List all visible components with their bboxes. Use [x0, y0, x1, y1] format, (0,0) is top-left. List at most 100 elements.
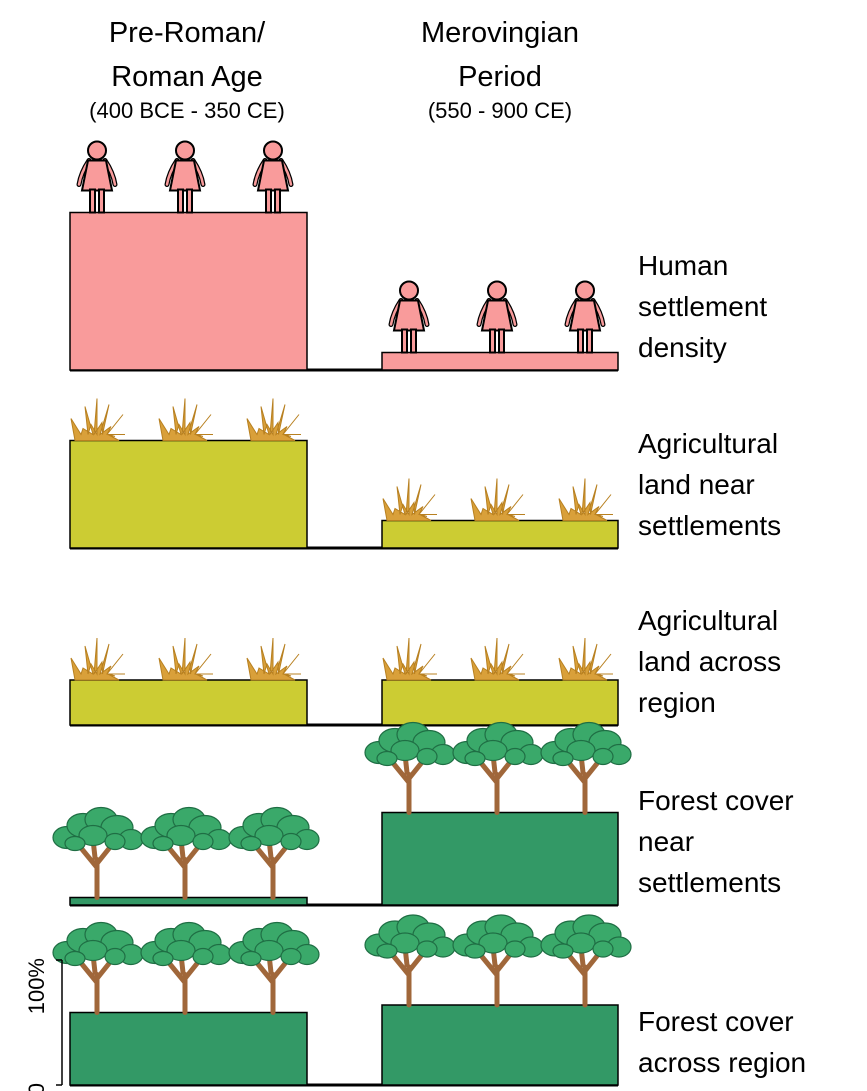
icon-person — [487, 280, 507, 301]
icon-tree-trunk — [164, 952, 204, 1015]
bar — [69, 211, 308, 371]
icon-tree-canopy — [592, 940, 614, 958]
series-label: settlements — [638, 510, 781, 541]
bar — [69, 1011, 308, 1086]
icon-tree-canopy — [478, 739, 508, 762]
icon-person — [89, 188, 96, 214]
icon-tree-canopy — [240, 950, 262, 967]
icon-tree-trunk — [388, 752, 428, 815]
icon-tree-canopy — [166, 824, 196, 847]
icon-person — [263, 140, 283, 161]
icon-person — [87, 140, 107, 161]
bar-icons — [382, 478, 613, 521]
series-label: near — [638, 826, 694, 857]
period-label: Pre-Roman/ — [109, 17, 266, 49]
icon-tree-trunk — [564, 752, 604, 815]
icon-person — [256, 159, 290, 192]
bar-icons — [70, 398, 301, 441]
icon-tree-canopy — [504, 747, 526, 766]
icon-person — [498, 328, 505, 354]
bar — [381, 351, 619, 371]
icon-tree-canopy — [376, 750, 398, 767]
bar — [69, 439, 308, 549]
icon-grass — [558, 637, 613, 681]
icon-tree-canopy — [592, 747, 614, 766]
period-dates: (400 BCE - 350 CE) — [89, 98, 285, 123]
icon-tree-trunk — [476, 944, 516, 1008]
period-label: Roman Age — [111, 61, 263, 93]
icon-tree-trunk — [252, 952, 292, 1015]
icon-person — [575, 280, 595, 301]
icon-tree-trunk — [252, 837, 292, 900]
bar-icons — [70, 637, 301, 681]
icon-tree-canopy — [64, 835, 86, 852]
icon-tree-canopy — [464, 750, 486, 767]
bar-icons — [52, 806, 320, 900]
icon-tree-canopy — [504, 940, 526, 958]
icon-tree-canopy — [254, 824, 284, 847]
bar-icons — [382, 637, 613, 681]
icon-person — [177, 188, 184, 214]
icon-tree-trunk — [388, 944, 428, 1008]
icon-person — [168, 159, 202, 192]
bar — [69, 896, 308, 906]
icon-person — [274, 188, 281, 214]
series-label: settlements — [638, 867, 781, 898]
icon-tree-canopy — [240, 835, 262, 852]
series-label: across region — [638, 1047, 806, 1078]
icon-tree-canopy — [104, 832, 126, 851]
icon-tree-canopy — [254, 939, 284, 962]
icon-grass — [70, 637, 125, 681]
bar — [381, 519, 619, 549]
bar-icons — [364, 914, 632, 1008]
icon-tree-canopy — [280, 832, 302, 851]
icon-tree-canopy — [78, 939, 108, 962]
icon-tree-trunk — [76, 952, 116, 1015]
icon-grass — [158, 398, 213, 441]
icon-person — [480, 299, 514, 332]
period-dates: (550 - 900 CE) — [428, 98, 572, 123]
icon-person — [392, 299, 426, 332]
series-label: region — [638, 687, 716, 718]
icon-tree-trunk — [564, 944, 604, 1008]
icon-grass — [558, 478, 613, 521]
icon-tree-canopy — [192, 832, 214, 851]
icon-tree-canopy — [280, 947, 302, 966]
icon-tree-canopy — [552, 943, 574, 959]
series-label: density — [638, 332, 727, 363]
y-tick-label: 100% — [24, 958, 49, 1014]
icon-person — [568, 299, 602, 332]
icon-person — [186, 188, 193, 214]
icon-person — [399, 280, 419, 301]
bar — [381, 811, 619, 906]
icon-grass — [382, 637, 437, 681]
period-label: Merovingian — [421, 17, 579, 49]
bar — [381, 679, 619, 726]
period-label: Period — [458, 61, 542, 93]
icon-tree-canopy — [78, 824, 108, 847]
icon-tree-canopy — [64, 950, 86, 967]
bar-icons — [52, 921, 320, 1015]
series-label: land across — [638, 646, 781, 677]
icon-tree-canopy — [478, 932, 508, 954]
icon-tree-canopy — [552, 750, 574, 767]
icon-tree-canopy — [390, 739, 420, 762]
icon-tree-trunk — [76, 837, 116, 900]
icon-tree-canopy — [464, 943, 486, 959]
icon-tree-canopy — [416, 747, 438, 766]
bar-icons — [388, 280, 606, 354]
icon-tree-canopy — [104, 947, 126, 966]
icon-person — [175, 140, 195, 161]
icon-tree-canopy — [566, 739, 596, 762]
icon-grass — [470, 637, 525, 681]
y-tick-label: 0 — [24, 1083, 49, 1091]
bar-icons — [76, 140, 294, 214]
icon-tree-trunk — [476, 752, 516, 815]
icon-person — [410, 328, 417, 354]
icon-tree-canopy — [152, 835, 174, 852]
icon-person — [586, 328, 593, 354]
series-label: Human — [638, 250, 728, 281]
series-label: Agricultural — [638, 605, 778, 636]
icon-person — [401, 328, 408, 354]
